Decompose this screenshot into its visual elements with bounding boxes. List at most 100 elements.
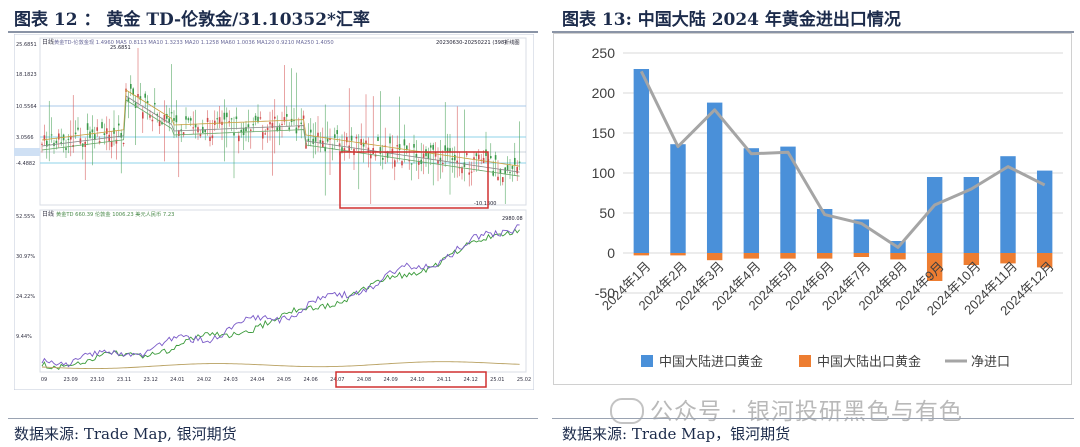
candle-body — [307, 138, 310, 141]
candle-body — [106, 128, 108, 134]
candle-body — [518, 161, 521, 163]
candle-body — [300, 122, 302, 124]
x-tick: 24.12 — [464, 377, 478, 383]
x-tick: 24.09 — [384, 377, 398, 383]
candle-body — [343, 148, 346, 152]
import-bar — [780, 146, 796, 253]
export-bar — [743, 253, 760, 259]
candle-body — [190, 118, 192, 121]
candle-body — [137, 94, 139, 98]
candle-body — [187, 118, 190, 121]
candle-body — [194, 123, 197, 128]
import-bar — [670, 144, 686, 253]
candle-body — [170, 112, 173, 114]
candle-body — [211, 135, 214, 139]
candle-body — [271, 122, 274, 129]
candle-body — [130, 83, 132, 89]
candle-body — [410, 163, 413, 165]
candle-body — [312, 138, 314, 144]
candle-body — [302, 115, 305, 119]
candle-body — [192, 127, 194, 129]
bottom-panel-legend: 黄金TD 660.39 伦敦金 1006.23 美元人民币 7.23 — [56, 210, 174, 218]
candle-body — [178, 130, 180, 136]
x-tick: 23.09 — [64, 377, 78, 383]
candle-body — [269, 122, 271, 125]
candle-body — [46, 140, 48, 147]
candle-body — [362, 142, 365, 147]
bottom-panel-label: 日线 — [42, 210, 54, 218]
candle-body — [492, 170, 494, 176]
left-source-rule — [8, 418, 538, 419]
candle-body — [43, 135, 46, 141]
candle-body — [118, 123, 120, 126]
candle-body — [346, 136, 348, 143]
candle-body — [288, 127, 290, 130]
y-tick-label: 150 — [592, 125, 616, 141]
candle-body — [470, 171, 473, 173]
peak-label: 25.6851 — [110, 45, 131, 51]
candle-body — [427, 152, 430, 159]
export-bar — [926, 253, 943, 281]
candle-body — [144, 93, 146, 98]
candle-body — [348, 145, 350, 152]
import-bar — [926, 177, 943, 253]
right-chart-title: 图表 13: 中国大陆 2024 年黄金进出口情况 — [562, 10, 901, 30]
candle-body — [158, 120, 161, 127]
candle-body — [216, 118, 218, 120]
candle-body — [55, 140, 58, 144]
candle-body — [168, 118, 170, 123]
candle-body — [154, 102, 156, 105]
candle-body — [490, 156, 492, 159]
net-import-line — [639, 70, 1046, 249]
candle-body — [355, 136, 358, 139]
candle-body — [204, 129, 206, 133]
candle-body — [293, 119, 295, 122]
left-source: 数据来源: Trade Map, 银河期货 — [14, 425, 237, 443]
candle-body — [408, 160, 410, 162]
candle-body — [60, 142, 62, 144]
x-tick: 24.04 — [250, 377, 264, 383]
candle-body — [166, 113, 168, 119]
candle-body — [77, 127, 79, 130]
candle-body — [151, 119, 154, 122]
candle-body — [65, 147, 67, 151]
y-tick-label: 0 — [607, 245, 615, 261]
candle-body — [322, 140, 324, 148]
candle-body — [70, 135, 72, 140]
candle-body — [461, 167, 463, 174]
candle-body — [89, 131, 91, 138]
candle-body — [432, 144, 434, 150]
candle-body — [298, 125, 300, 128]
candle-body — [377, 137, 379, 141]
candle-body — [475, 153, 478, 157]
candle-body — [413, 144, 415, 148]
candle-body — [334, 134, 336, 138]
candle-body — [252, 124, 254, 126]
candle-body — [386, 151, 389, 158]
y-tick-label: 100 — [592, 165, 616, 181]
candle-body — [422, 153, 425, 159]
import-bar — [853, 219, 870, 253]
candle-body — [247, 124, 250, 128]
candle-body — [365, 140, 367, 145]
candle-body — [175, 115, 178, 123]
x-tick: 24.06 — [304, 377, 318, 383]
candle-body — [266, 127, 269, 131]
x-tick: 24.01 — [170, 377, 184, 383]
left-price-chart: 日线 黄金TD-伦敦金现 1.4960 MA5 0.8113 MA10 1.32… — [14, 34, 534, 390]
chart-type-button[interactable]: 折线图 — [504, 38, 520, 46]
candle-body — [161, 122, 163, 125]
x-tick: 24.07 — [330, 377, 344, 383]
right-title-rule — [552, 31, 1074, 33]
candle-body — [295, 127, 298, 134]
candle-body — [103, 133, 106, 135]
y-tick-label: -50 — [595, 285, 615, 301]
candle-body — [449, 148, 451, 153]
candle-body — [173, 118, 175, 121]
x-tick: 24.11 — [437, 377, 451, 383]
candle-body — [223, 112, 226, 120]
import-bar — [963, 177, 980, 253]
candle-body — [514, 157, 516, 165]
candle-body — [446, 147, 449, 152]
right-source: 数据来源: Trade Map，银河期货 — [562, 425, 791, 443]
